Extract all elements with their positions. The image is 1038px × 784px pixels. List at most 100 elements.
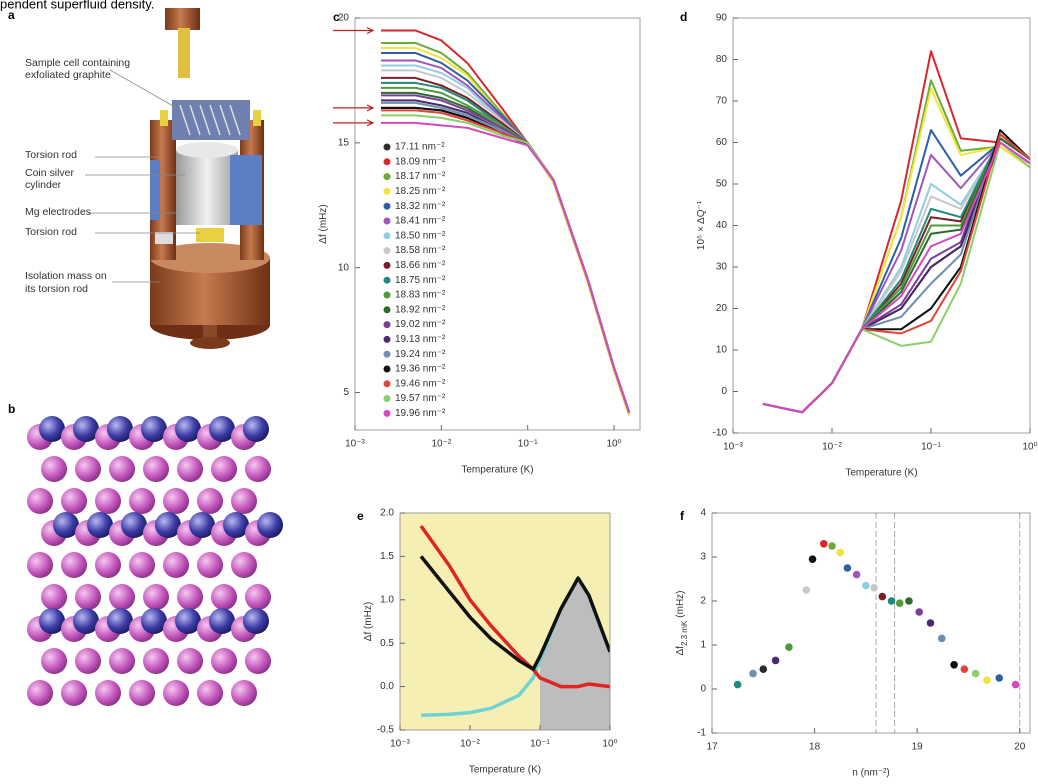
legend-marker (383, 365, 391, 373)
apparatus (85, 8, 270, 349)
panel-label: d (680, 10, 687, 24)
plot-frame (399, 512, 611, 731)
y-tick-label: 5 (343, 387, 349, 398)
atom (75, 648, 101, 674)
atom (163, 552, 189, 578)
atom (41, 456, 67, 482)
point (926, 619, 935, 627)
x-tick-label: 10⁻¹ (530, 739, 550, 750)
y-axis-label-part: Δf (mHz) (363, 602, 374, 641)
atom (245, 456, 271, 482)
legend-marker (383, 306, 391, 314)
y-tick-label: -0.5 (377, 725, 395, 736)
point (983, 676, 991, 684)
x-tick-label: 10⁻² (460, 739, 480, 750)
point (802, 586, 811, 594)
atom (243, 608, 269, 634)
y-axis-label: Δf (mHz) (363, 602, 374, 641)
atom (197, 680, 223, 706)
legend-marker (383, 335, 391, 343)
atom (73, 608, 99, 634)
apparatus-label: Coin silver (25, 167, 75, 179)
apparatus-label: Torsion rod (25, 226, 77, 238)
legend-marker (383, 350, 391, 358)
atom (73, 416, 99, 442)
y-tick-label: 1.5 (380, 551, 394, 562)
atom (231, 552, 257, 578)
legend-label: 18.17 nm⁻² (395, 171, 446, 182)
x-tick-label: 10⁰ (602, 739, 617, 750)
legend-marker (383, 158, 391, 166)
panel-label: c (333, 10, 340, 24)
plot-frame (732, 17, 1031, 434)
x-tick-label: 10⁻² (431, 439, 451, 450)
y-axis-label-part: Δf (675, 646, 686, 656)
atom (141, 608, 167, 634)
legend-marker (383, 217, 391, 225)
point (820, 540, 828, 548)
atom (209, 416, 235, 442)
point (836, 548, 845, 557)
legend-marker (383, 143, 391, 151)
atom (189, 512, 215, 538)
x-axis-label: Temperature (K) (845, 468, 917, 479)
x-tick-label: 10⁻¹ (921, 442, 941, 453)
series-line (762, 141, 1030, 414)
y-tick-label: 0.5 (380, 638, 394, 649)
atom (41, 584, 67, 610)
legend-label: 18.09 nm⁻² (395, 156, 446, 167)
point (828, 542, 836, 550)
apparatus-label: Mg electrodes (25, 206, 91, 218)
y-tick-label: 40 (716, 220, 728, 231)
x-tick-label: 20 (1014, 742, 1026, 753)
y-tick-label: 0 (700, 684, 706, 695)
legend-marker (383, 291, 391, 299)
atom (211, 648, 237, 674)
y-tick-label: 0.0 (380, 681, 394, 692)
point (937, 634, 946, 643)
legend-label: 19.46 nm⁻² (395, 378, 446, 389)
point (771, 656, 780, 665)
point (950, 661, 958, 669)
atom (197, 488, 223, 514)
atom (95, 488, 121, 514)
atom (53, 512, 79, 538)
atom (107, 416, 133, 442)
y-tick-label: 2.0 (380, 508, 394, 519)
atom (39, 608, 65, 634)
atom (75, 456, 101, 482)
atom (141, 416, 167, 442)
y-axis-label: Δf (mHz) (318, 204, 329, 243)
legend-marker (383, 276, 391, 284)
y-tick-label: -10 (713, 428, 728, 439)
atom (27, 680, 53, 706)
legend-marker (383, 173, 391, 181)
point (1011, 680, 1020, 689)
y-tick-label: 20 (338, 13, 350, 24)
legend-marker (383, 247, 391, 255)
point (960, 665, 969, 673)
point (971, 669, 980, 678)
atom (163, 680, 189, 706)
atom (61, 488, 87, 514)
panel-label: a (8, 8, 15, 22)
atom (129, 680, 155, 706)
atom (87, 512, 113, 538)
legend-label: 19.36 nm⁻² (395, 364, 446, 375)
x-tick-label: 10⁻³ (723, 442, 743, 453)
legend-label: 19.57 nm⁻² (395, 393, 446, 404)
atom (231, 680, 257, 706)
y-axis-label-part: Δf (mHz) (318, 204, 329, 243)
atom (95, 680, 121, 706)
legend-marker (383, 187, 391, 195)
atom (143, 456, 169, 482)
y-tick-label: 90 (716, 13, 728, 24)
apparatus-label: its torsion rod (25, 283, 88, 295)
point (887, 597, 896, 605)
y-tick-label: 20 (716, 303, 728, 314)
y-tick-label: 10 (716, 345, 728, 356)
atom (155, 512, 181, 538)
panel-label: b (8, 402, 15, 416)
atom (27, 552, 53, 578)
